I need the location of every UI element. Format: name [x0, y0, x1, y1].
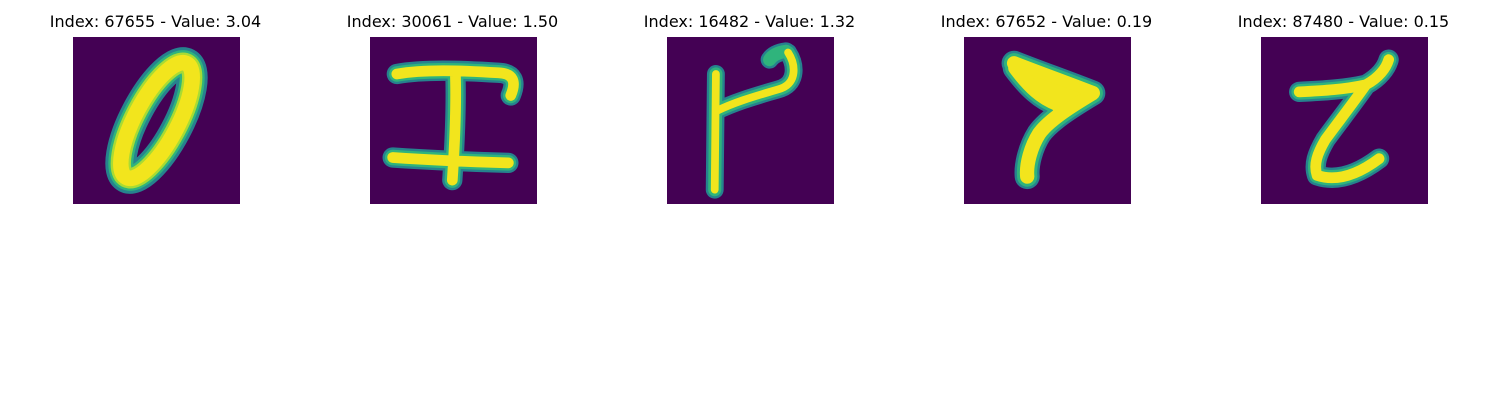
digit-image-i-beam [370, 37, 537, 204]
digit-image-zero [73, 37, 240, 204]
digit-image-z [1261, 37, 1428, 204]
digit-image-arrow [964, 37, 1131, 204]
panel-title: Index: 67655 - Value: 3.04 [7, 12, 304, 32]
image-panel-1: Index: 67655 - Value: 3.04 [7, 0, 304, 210]
panel-title: Index: 16482 - Value: 1.32 [601, 12, 898, 32]
panel-title: Index: 30061 - Value: 1.50 [304, 12, 601, 32]
digit-image-hook [667, 37, 834, 204]
image-panel-5: Index: 87480 - Value: 0.15 [1195, 0, 1492, 210]
image-panel-2: Index: 30061 - Value: 1.50 [304, 0, 601, 210]
image-panel-4: Index: 67652 - Value: 0.19 [898, 0, 1195, 210]
panel-title: Index: 87480 - Value: 0.15 [1195, 12, 1492, 32]
image-panel-3: Index: 16482 - Value: 1.32 [601, 0, 898, 210]
panel-title: Index: 67652 - Value: 0.19 [898, 12, 1195, 32]
